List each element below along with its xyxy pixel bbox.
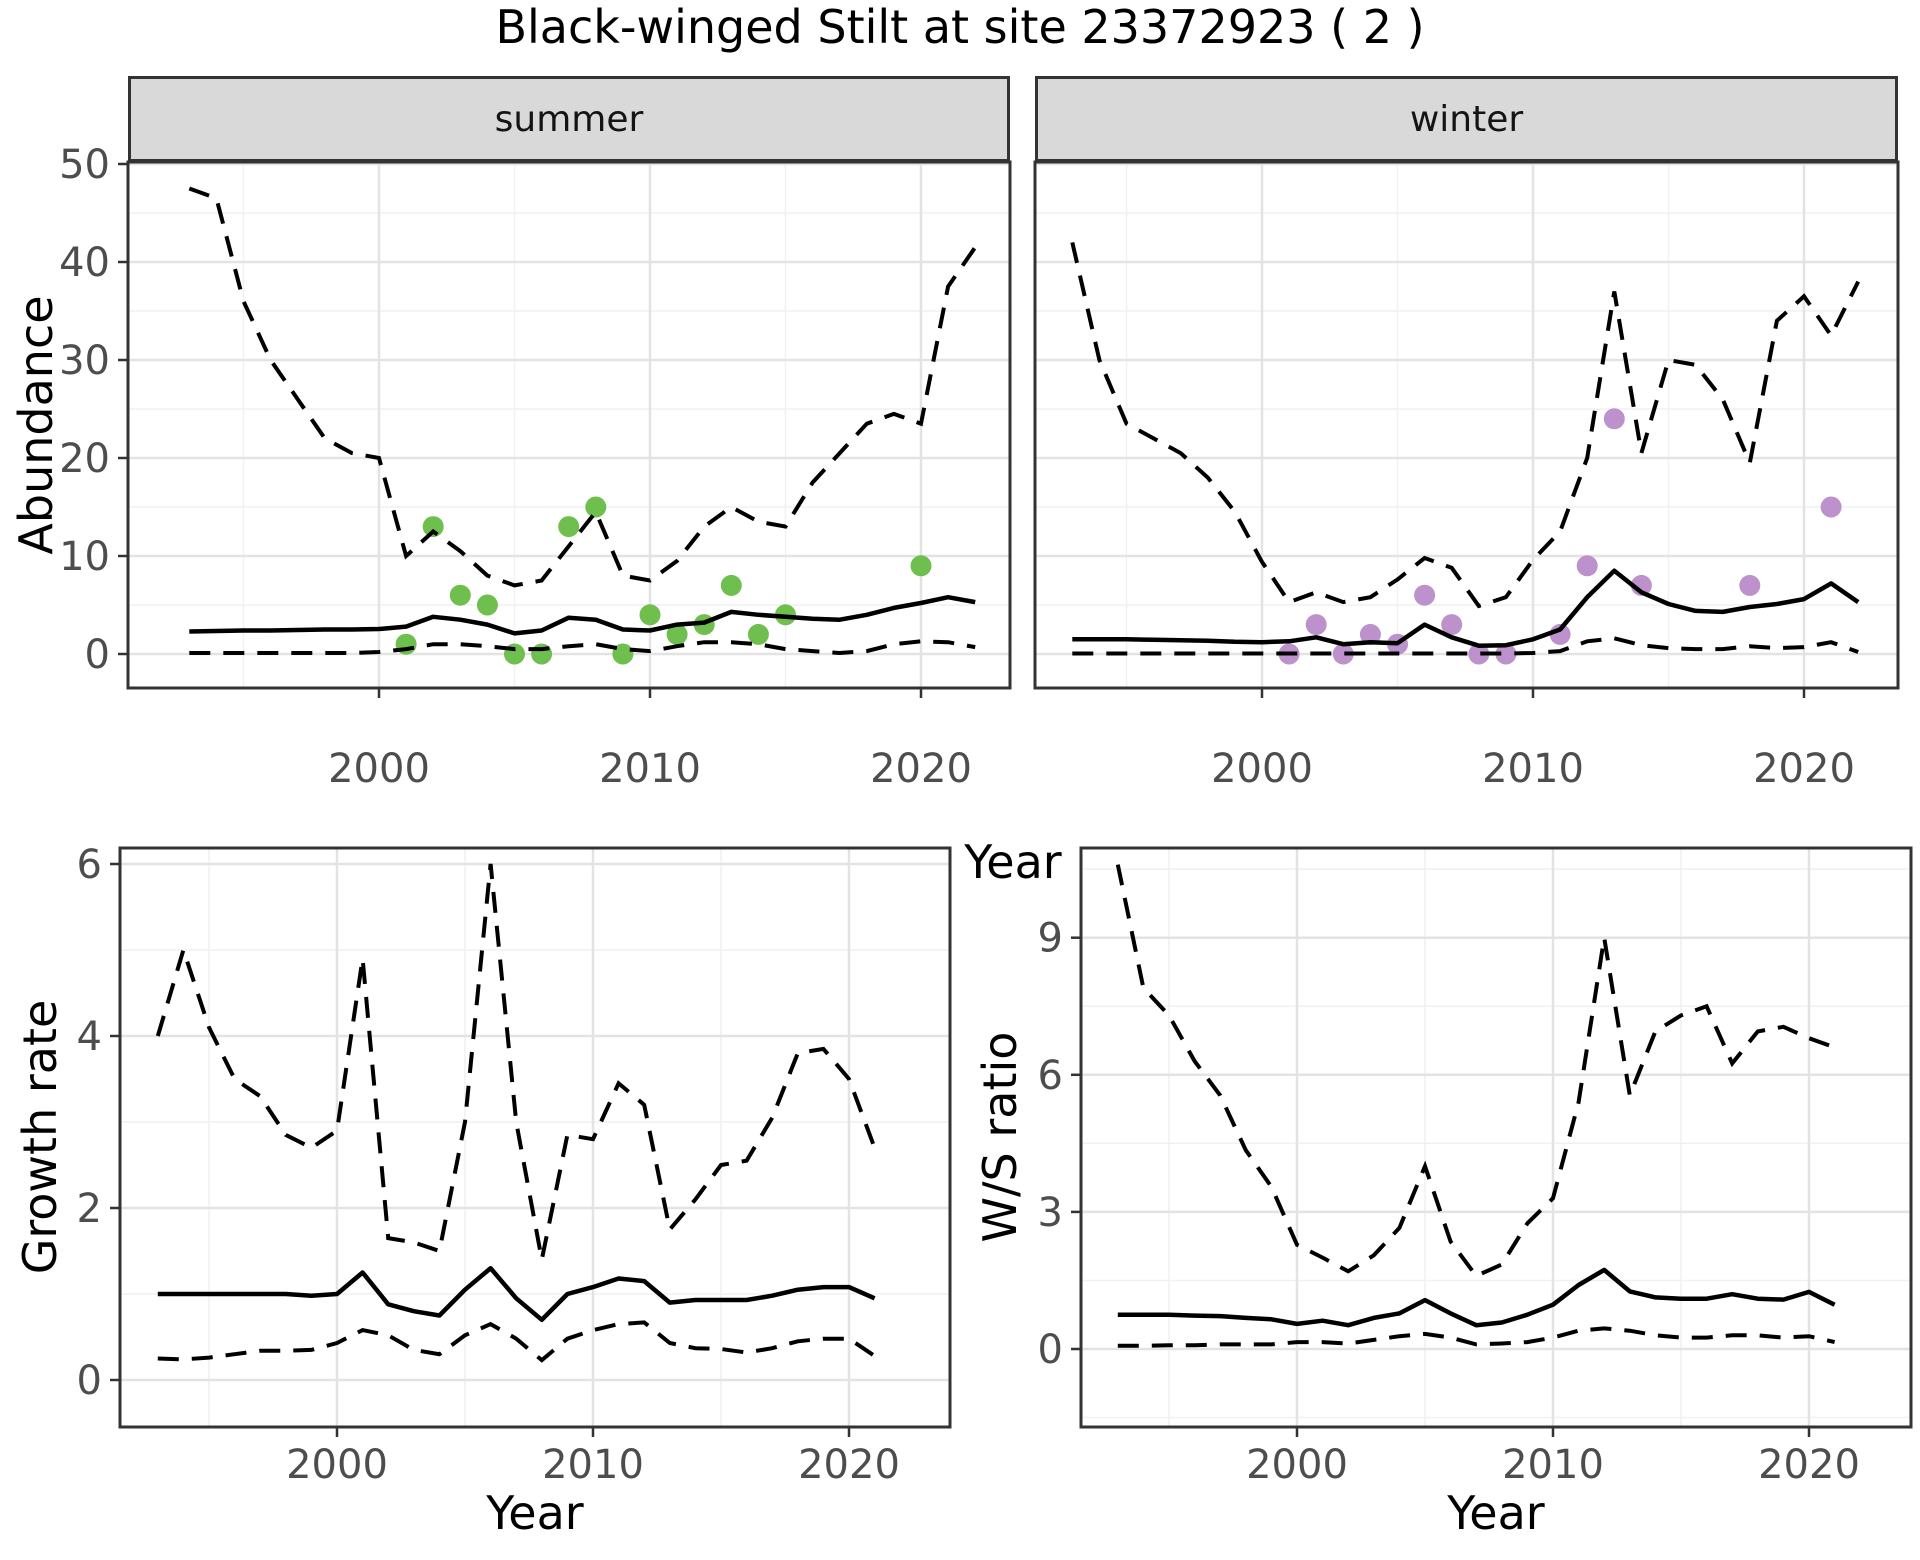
growth-panel-border xyxy=(118,846,952,1429)
winter-panel-bg xyxy=(1035,162,1898,688)
y-axis-title-ws-ratio: W/S ratio xyxy=(973,1031,1027,1243)
growth-panel: 2000 2010 2020 0 2 4 6 xyxy=(77,842,952,1488)
winter-upper-ci-line xyxy=(1070,241,1860,609)
ws-panel: 2000 2010 2020 0 3 6 9 xyxy=(1038,846,1913,1488)
summer-observed-point xyxy=(558,516,580,538)
summer-y-tick-label: 20 xyxy=(59,436,110,482)
summer-y-tick-label: 30 xyxy=(59,338,110,384)
summer-lower-ci-line xyxy=(189,639,976,656)
winter-lower-ci-line xyxy=(1072,636,1859,656)
winter-x-tick-label: 2020 xyxy=(1753,746,1855,792)
growth-y-tick-label: 4 xyxy=(77,1014,102,1060)
winter-panel-border xyxy=(1033,160,1900,690)
winter-observed-point xyxy=(1468,643,1490,665)
ws-y-tick-label: 6 xyxy=(1038,1053,1063,1099)
winter-observed-point xyxy=(1414,584,1436,606)
facet-label-summer: summer xyxy=(494,98,644,140)
growth-y-tick-label: 0 xyxy=(77,1358,102,1404)
summer-panel: 2000 2010 2020 0 10 20 30 40 50 xyxy=(59,142,1012,792)
summer-observed-point xyxy=(476,594,498,616)
summer-x-tick-label: 2010 xyxy=(599,746,701,792)
summer-observed-point xyxy=(612,643,634,665)
growth-y-tick-label: 2 xyxy=(77,1186,102,1232)
growth-lower-ci-line xyxy=(157,1320,876,1363)
summer-x-tick-label: 2000 xyxy=(328,746,430,792)
ws-panel-bg xyxy=(1081,848,1911,1427)
x-axis-title-year-ws: Year xyxy=(1447,1486,1545,1540)
winter-observed-point xyxy=(1495,643,1517,665)
ws-y-tick-label: 9 xyxy=(1038,916,1063,962)
ws-lower-ci-line xyxy=(1117,1326,1836,1348)
winter-observed-point xyxy=(1820,496,1842,518)
facet-strip-summer: summer xyxy=(128,76,1010,162)
x-axis-title-year-growth: Year xyxy=(486,1486,584,1540)
summer-mean-line xyxy=(189,594,976,636)
winter-observed-point xyxy=(1305,614,1327,636)
growth-mean-line xyxy=(157,1265,876,1323)
ws-x-tick-label: 2010 xyxy=(1502,1442,1604,1488)
ws-panel-border xyxy=(1079,846,1913,1429)
summer-observed-point xyxy=(910,555,932,577)
winter-panel: 2000 2010 2020 xyxy=(1033,160,1900,792)
growth-x-tick-label: 2020 xyxy=(798,1442,900,1488)
summer-y-tick-label: 50 xyxy=(59,142,110,188)
winter-x-tick-label: 2000 xyxy=(1211,746,1313,792)
growth-panel-bg xyxy=(120,848,950,1427)
summer-x-tick-label: 2020 xyxy=(870,746,972,792)
winter-observed-point xyxy=(1603,408,1625,430)
growth-x-tick-label: 2010 xyxy=(542,1442,644,1488)
ws-y-tick-label: 0 xyxy=(1038,1327,1063,1373)
ws-mean-line xyxy=(1117,1267,1836,1328)
summer-observed-point xyxy=(720,574,742,596)
summer-observed-point xyxy=(639,604,661,626)
winter-observed-point xyxy=(1332,643,1354,665)
y-axis-title-abundance: Abundance xyxy=(9,295,63,555)
winter-observed-point xyxy=(1576,555,1598,577)
summer-observed-point xyxy=(747,623,769,645)
ws-x-tick-label: 2000 xyxy=(1246,1442,1348,1488)
chart-title: Black-winged Stilt at site 23372923 ( 2 … xyxy=(495,0,1425,54)
facet-strip-winter: winter xyxy=(1035,76,1898,162)
growth-upper-ci-line xyxy=(155,863,877,1261)
ws-x-tick-label: 2020 xyxy=(1758,1442,1860,1488)
summer-observed-point xyxy=(449,584,471,606)
winter-observed-point xyxy=(1441,614,1463,636)
winter-x-tick-label: 2010 xyxy=(1482,746,1584,792)
winter-observed-point xyxy=(1359,623,1381,645)
summer-y-tick-label: 40 xyxy=(59,240,110,286)
growth-y-tick-label: 6 xyxy=(77,842,102,888)
summer-observed-point xyxy=(422,516,444,538)
ws-y-tick-label: 3 xyxy=(1038,1190,1063,1236)
y-axis-title-growth-rate: Growth rate xyxy=(13,999,67,1275)
summer-observed-point xyxy=(585,496,607,518)
summer-observed-point xyxy=(666,623,688,645)
summer-y-tick-label: 0 xyxy=(85,632,110,678)
summer-y-tick-label: 10 xyxy=(59,534,110,580)
x-axis-title-year-top: Year xyxy=(964,835,1062,889)
summer-panel-bg xyxy=(128,162,1010,688)
growth-x-tick-label: 2000 xyxy=(286,1442,388,1488)
facet-label-winter: winter xyxy=(1409,98,1524,140)
summer-panel-border xyxy=(126,160,1012,690)
winter-observed-point xyxy=(1739,574,1761,596)
summer-upper-ci-line xyxy=(188,186,977,588)
winter-mean-line xyxy=(1072,568,1860,648)
